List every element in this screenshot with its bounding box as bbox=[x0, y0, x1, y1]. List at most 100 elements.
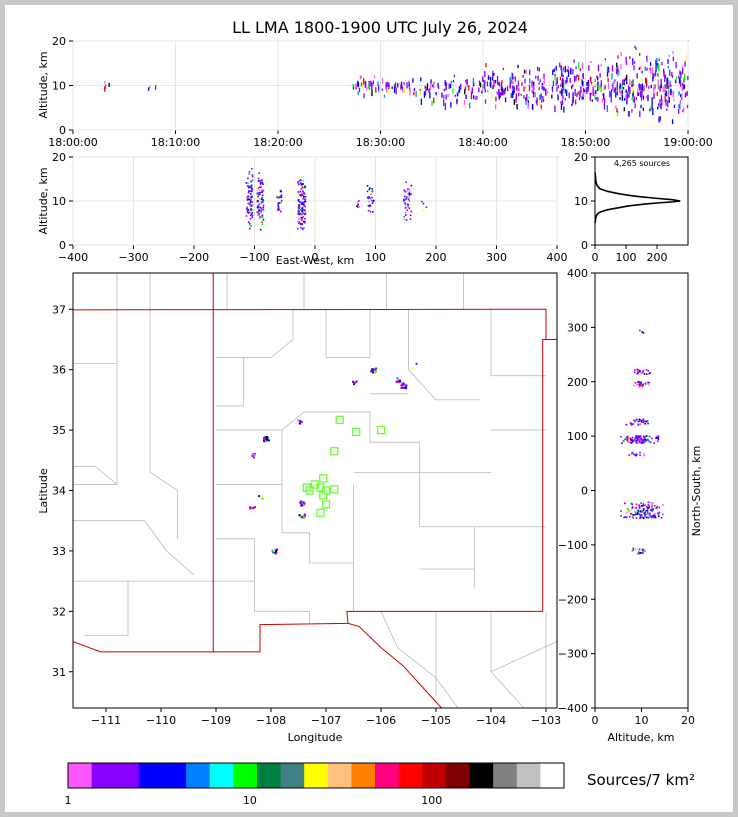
time-height-source bbox=[639, 91, 642, 98]
east-west-source bbox=[404, 202, 406, 205]
colorbar-label: Sources/7 km² bbox=[587, 771, 695, 789]
time-height-source bbox=[523, 95, 525, 99]
time-height-source bbox=[617, 66, 619, 73]
east-west-source bbox=[258, 189, 261, 191]
north-south-source bbox=[635, 503, 638, 506]
time-height-source bbox=[484, 80, 486, 84]
time-height-ytick-label: 20 bbox=[52, 35, 66, 48]
north-south-source bbox=[639, 441, 642, 444]
east-west-source bbox=[247, 185, 250, 188]
map-source bbox=[299, 420, 302, 423]
north-south-source bbox=[637, 424, 640, 426]
time-height-source bbox=[564, 65, 566, 73]
north-south-source bbox=[632, 440, 635, 442]
east-west-source bbox=[303, 217, 306, 220]
time-height-source bbox=[531, 89, 533, 93]
north-south-source bbox=[630, 508, 632, 511]
map-source bbox=[272, 551, 275, 554]
east-west-source bbox=[407, 198, 410, 201]
map-source bbox=[263, 437, 266, 440]
time-height-source bbox=[518, 92, 520, 97]
time-height-source bbox=[525, 86, 527, 89]
time-height-source bbox=[528, 96, 530, 99]
time-height-source bbox=[562, 67, 565, 70]
lma-figure: LL LMA 1800-1900 UTC July 26, 2024 Altit… bbox=[37, 18, 713, 807]
time-height-source bbox=[566, 69, 568, 72]
time-height-xtick-label: 18:40:00 bbox=[458, 136, 507, 149]
time-height-source bbox=[507, 86, 509, 92]
map-source bbox=[355, 380, 358, 383]
east-west-source bbox=[247, 191, 250, 194]
time-height-source bbox=[666, 108, 668, 112]
time-height-source bbox=[616, 111, 618, 117]
time-height-source bbox=[670, 89, 672, 95]
map-source bbox=[395, 380, 398, 383]
east-west-source bbox=[250, 207, 252, 210]
east-west-source bbox=[245, 215, 248, 217]
north-south-ytick-label: 300 bbox=[567, 321, 588, 334]
east-west-source bbox=[372, 199, 375, 202]
time-height-source bbox=[536, 99, 538, 106]
time-height-source bbox=[492, 70, 494, 78]
east-west-source bbox=[261, 207, 264, 209]
north-south-source bbox=[634, 382, 637, 384]
time-height-source bbox=[669, 80, 671, 85]
time-height-source bbox=[606, 70, 609, 77]
map-source bbox=[415, 362, 418, 365]
north-south-source bbox=[635, 419, 637, 422]
east-west-source bbox=[369, 187, 371, 189]
north-south-source bbox=[626, 436, 629, 439]
time-height-source bbox=[554, 105, 556, 113]
east-west-source bbox=[260, 200, 263, 203]
time-height-source bbox=[587, 83, 590, 90]
east-west-source bbox=[410, 184, 413, 187]
time-height-ytick-label: 10 bbox=[52, 80, 66, 93]
north-south-source bbox=[640, 385, 643, 388]
east-west-source bbox=[248, 223, 251, 226]
time-height-source bbox=[619, 83, 621, 89]
east-west-source bbox=[259, 183, 262, 186]
map-source bbox=[297, 419, 300, 422]
east-west-source bbox=[261, 179, 263, 181]
north-south-source bbox=[626, 511, 628, 514]
north-south-source bbox=[653, 514, 656, 517]
time-height-source bbox=[681, 82, 684, 87]
time-height-source bbox=[457, 93, 459, 97]
north-south-source bbox=[640, 516, 643, 518]
map-source bbox=[303, 513, 306, 516]
north-south-source bbox=[644, 504, 646, 507]
time-height-source bbox=[450, 80, 453, 84]
lma-station-marker bbox=[321, 486, 331, 495]
east-west-source bbox=[261, 221, 263, 223]
east-west-source bbox=[367, 209, 370, 212]
time-height-source bbox=[594, 82, 596, 87]
time-height-source bbox=[651, 67, 654, 74]
north-south-source bbox=[631, 436, 634, 439]
time-height-source bbox=[154, 85, 157, 90]
map-source bbox=[375, 367, 378, 370]
county-line bbox=[149, 273, 178, 539]
time-height-xtick-label: 18:30:00 bbox=[356, 136, 405, 149]
time-height-source bbox=[556, 87, 558, 92]
east-west-source bbox=[250, 225, 252, 227]
north-south-source bbox=[630, 454, 632, 456]
time-height-source bbox=[682, 109, 684, 113]
time-height-source bbox=[484, 71, 486, 78]
map-source bbox=[253, 453, 256, 456]
east-west-source bbox=[403, 199, 406, 201]
east-west-xtick-label: 300 bbox=[486, 251, 507, 264]
north-south-source bbox=[634, 507, 636, 509]
time-height-source bbox=[646, 55, 648, 62]
east-west-source bbox=[250, 213, 253, 216]
north-south-xtick-label: 20 bbox=[681, 714, 695, 727]
time-height-source bbox=[493, 81, 495, 86]
east-west-source bbox=[301, 228, 304, 231]
east-west-source bbox=[366, 200, 369, 202]
north-south-source bbox=[641, 331, 643, 333]
north-south-source bbox=[624, 438, 627, 441]
time-height-source bbox=[617, 55, 619, 59]
time-height-source bbox=[667, 88, 670, 94]
north-south-source bbox=[634, 440, 637, 443]
map-ytick-label: 35 bbox=[52, 424, 66, 437]
time-height-source bbox=[654, 71, 657, 76]
